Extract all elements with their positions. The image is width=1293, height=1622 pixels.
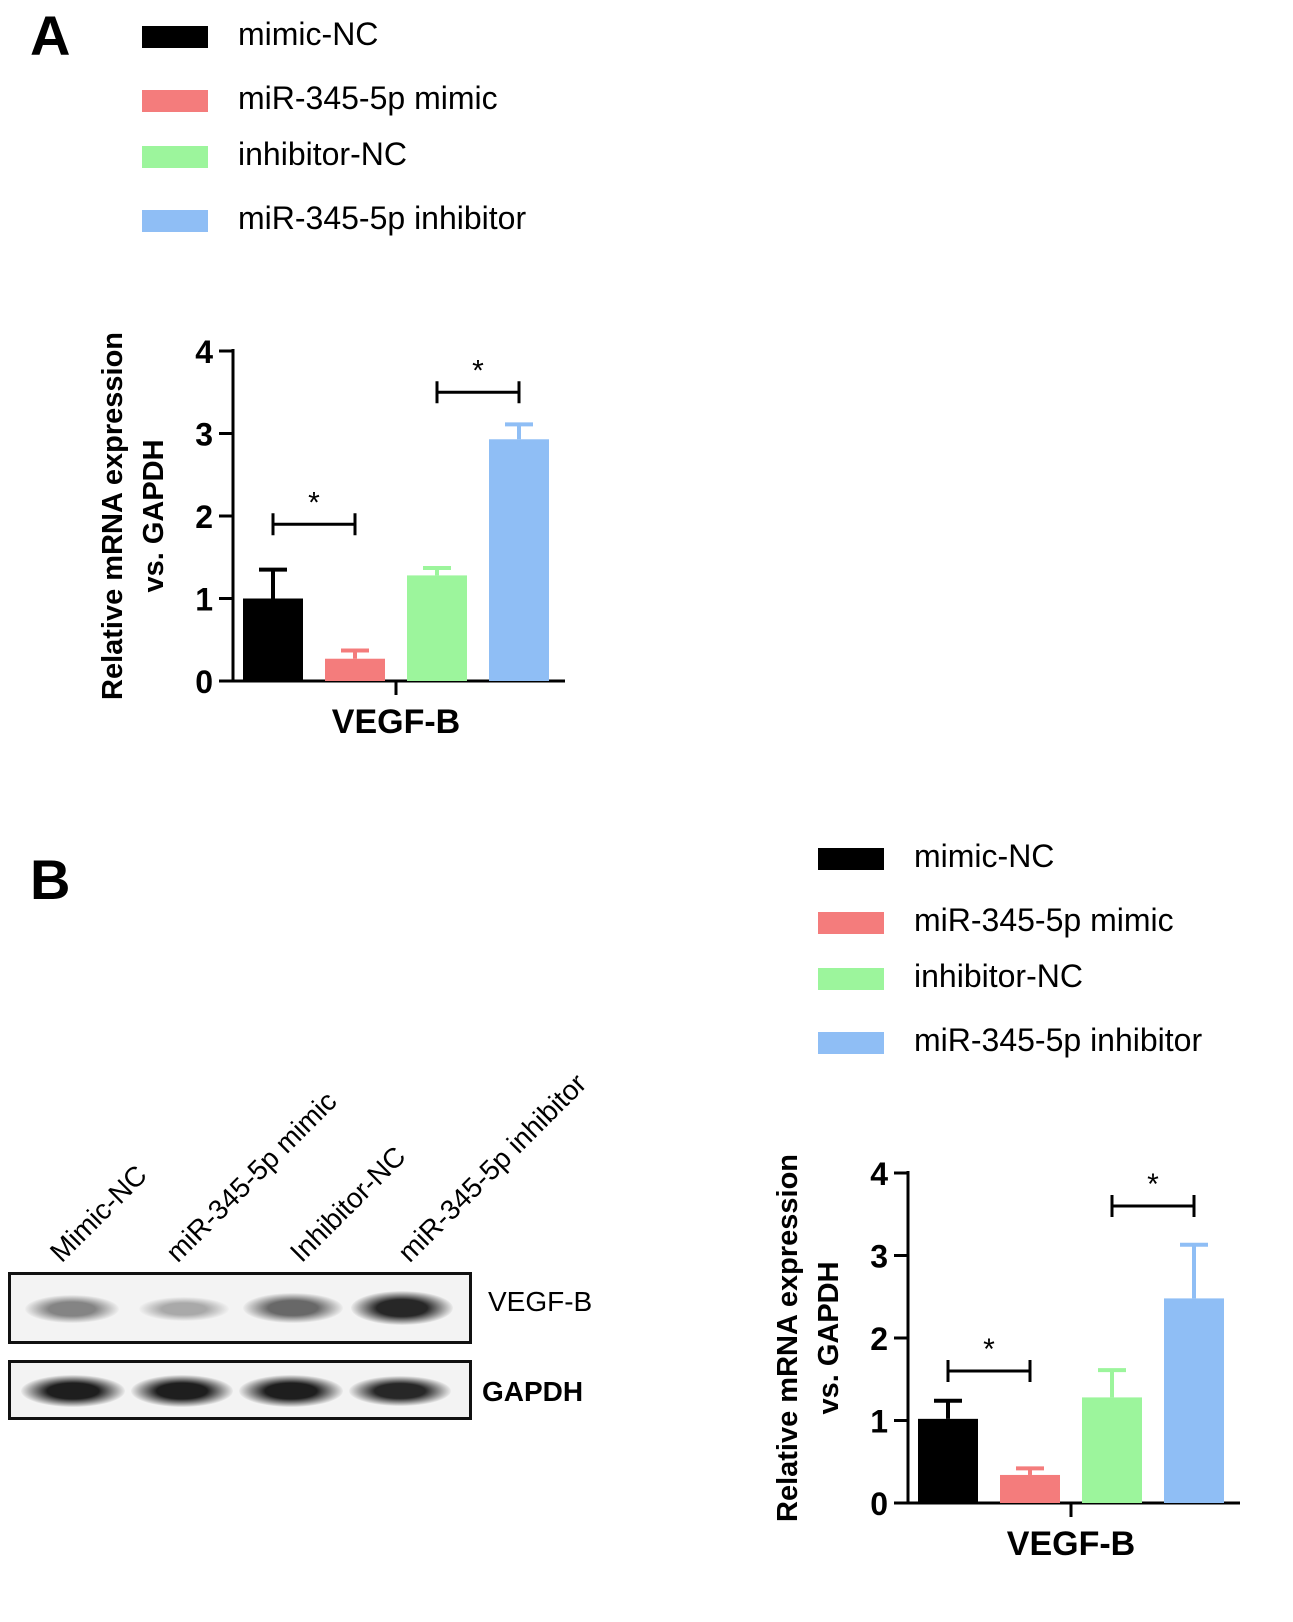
y-tick-label: 1 bbox=[195, 582, 213, 618]
y-tick-label: 4 bbox=[195, 334, 213, 370]
legend-label: miR-345-5p mimic bbox=[914, 902, 1174, 938]
bar bbox=[1082, 1397, 1142, 1503]
blot-band bbox=[349, 1376, 451, 1406]
bar bbox=[1000, 1474, 1060, 1503]
blot-band bbox=[21, 1375, 125, 1407]
blot-band bbox=[25, 1295, 119, 1323]
y-axis-label: Relative mRNA expression bbox=[772, 1154, 804, 1522]
blot-band bbox=[139, 1297, 229, 1321]
blot-strip-gapdh bbox=[8, 1360, 472, 1420]
blot-label-gapdh: GAPDH bbox=[482, 1376, 584, 1407]
panel-b-letter: B bbox=[30, 848, 71, 911]
chart-a: Relative mRNA expression vs. GAPDH 0 1 2 3 4 VE… bbox=[97, 332, 565, 741]
blot-lane-label: Inhibitor-NC bbox=[284, 1140, 412, 1268]
y-tick-label: 2 bbox=[870, 1321, 888, 1357]
y-tick-label: 3 bbox=[195, 417, 213, 453]
y-axis-label: vs. GAPDH bbox=[813, 1261, 845, 1414]
bar bbox=[489, 439, 549, 681]
bar bbox=[243, 598, 303, 681]
significance-star: * bbox=[983, 1333, 995, 1366]
significance-star: * bbox=[1147, 1168, 1159, 1201]
bar bbox=[325, 658, 385, 681]
x-tick-label: VEGF-B bbox=[332, 703, 460, 741]
blot-strip-vegf-b bbox=[8, 1272, 472, 1344]
legend-swatch-2 bbox=[142, 146, 208, 168]
y-tick-label: 3 bbox=[870, 1239, 888, 1275]
blot-band bbox=[243, 1293, 343, 1323]
legend-swatch-3 bbox=[142, 210, 208, 232]
blot-lane-label: miR-345-5p inhibitor bbox=[392, 1067, 593, 1268]
y-axis-label: Relative mRNA expression bbox=[97, 332, 129, 700]
blot-band bbox=[239, 1375, 343, 1407]
chart-b: Relative mRNA expression vs. GAPDH 0 1 2 3 4 VE… bbox=[772, 1154, 1240, 1563]
blot-band bbox=[131, 1375, 233, 1407]
bar bbox=[407, 575, 467, 681]
legend-label: miR-345-5p mimic bbox=[238, 80, 498, 116]
legend-label: inhibitor-NC bbox=[238, 136, 407, 172]
significance-star: * bbox=[308, 486, 320, 519]
legend-label: mimic-NC bbox=[914, 838, 1055, 874]
legend-swatch-1 bbox=[818, 912, 884, 934]
blot-band bbox=[351, 1291, 453, 1325]
legend-label: miR-345-5p inhibitor bbox=[914, 1022, 1203, 1058]
legend-swatch-1 bbox=[142, 90, 208, 112]
panel-a-letter: A bbox=[30, 4, 71, 67]
y-axis-label: vs. GAPDH bbox=[138, 439, 170, 592]
legend-swatch-0 bbox=[818, 848, 884, 870]
significance-star: * bbox=[472, 354, 484, 387]
blot-lane-label: Mimic-NC bbox=[44, 1159, 153, 1268]
y-tick-label: 0 bbox=[870, 1486, 888, 1522]
legend-swatch-2 bbox=[818, 968, 884, 990]
blot-label-vegf-b: VEGF-B bbox=[488, 1286, 593, 1317]
legend-swatch-0 bbox=[142, 26, 208, 48]
y-tick-label: 2 bbox=[195, 499, 213, 535]
y-tick-label: 1 bbox=[870, 1404, 888, 1440]
y-tick-label: 4 bbox=[870, 1156, 888, 1192]
legend-label: mimic-NC bbox=[238, 16, 379, 52]
bar bbox=[918, 1418, 978, 1503]
y-tick-label: 0 bbox=[195, 664, 213, 700]
x-tick-label: VEGF-B bbox=[1007, 1525, 1135, 1563]
legend-label: miR-345-5p inhibitor bbox=[238, 200, 527, 236]
legend-swatch-3 bbox=[818, 1032, 884, 1054]
legend-label: inhibitor-NC bbox=[914, 958, 1083, 994]
bar bbox=[1164, 1298, 1224, 1503]
